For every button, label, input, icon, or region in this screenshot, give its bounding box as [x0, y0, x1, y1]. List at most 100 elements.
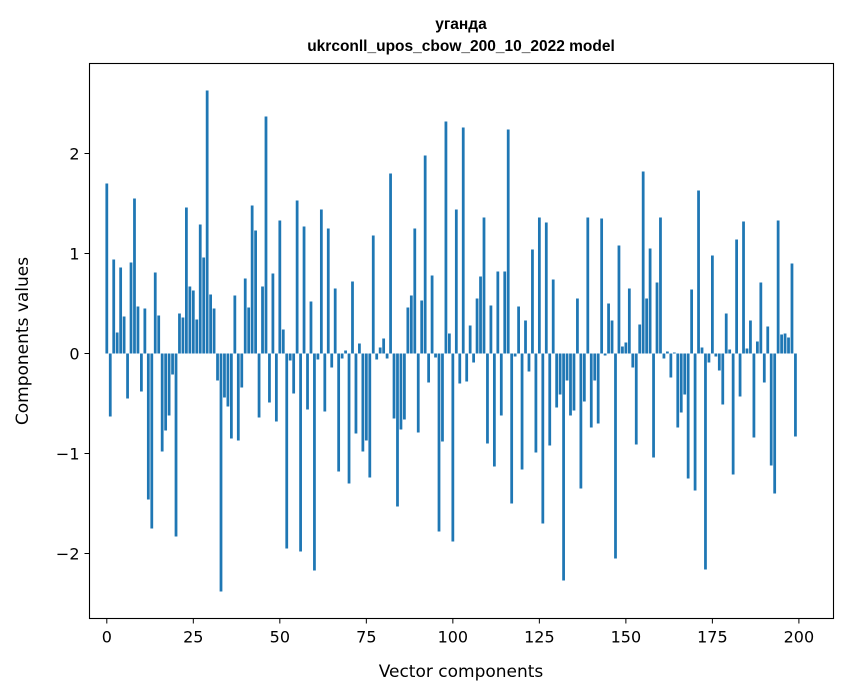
y-axis-ticks: −2 −1 0 1 2	[56, 145, 90, 564]
bar	[458, 353, 462, 384]
bar	[340, 353, 344, 359]
x-tick-label: 50	[270, 628, 290, 647]
bar	[337, 353, 341, 472]
bar	[717, 353, 721, 371]
bar	[309, 301, 313, 354]
bar	[582, 353, 586, 402]
bar	[105, 183, 109, 354]
bar	[766, 326, 770, 354]
bar	[454, 209, 458, 354]
bar	[579, 353, 583, 489]
bar	[250, 205, 254, 354]
bar	[541, 353, 545, 524]
bar	[676, 353, 680, 428]
bar	[596, 353, 600, 424]
bar	[299, 353, 302, 552]
bar	[420, 300, 424, 354]
bar	[181, 317, 185, 354]
bar	[666, 351, 669, 354]
bar	[794, 353, 797, 437]
bar	[243, 278, 247, 354]
bar	[513, 353, 517, 357]
bar	[697, 190, 700, 354]
bar	[621, 346, 624, 354]
bar	[728, 349, 732, 354]
bar	[198, 224, 202, 354]
bar	[662, 353, 666, 359]
bar	[167, 353, 171, 416]
bar	[288, 353, 292, 361]
bar	[205, 90, 209, 354]
bar	[652, 353, 655, 458]
bar	[769, 353, 773, 466]
bar	[655, 282, 659, 354]
bar	[223, 353, 226, 398]
bar	[441, 353, 444, 442]
bar	[489, 305, 493, 354]
y-tick-label: 1	[69, 245, 79, 264]
bar	[140, 353, 143, 392]
bar	[115, 332, 119, 354]
bar	[472, 353, 475, 363]
bar	[627, 288, 631, 354]
bar	[524, 320, 527, 354]
bar	[112, 259, 116, 354]
bar	[268, 353, 271, 403]
bar	[496, 271, 500, 354]
bar	[520, 353, 524, 470]
bar	[323, 353, 327, 412]
bar	[465, 353, 469, 382]
bar-series	[105, 90, 797, 592]
bar	[617, 245, 621, 354]
bar	[326, 228, 330, 354]
bar	[437, 353, 441, 532]
bar	[261, 286, 264, 354]
y-tick-label: 2	[69, 145, 79, 164]
bar	[482, 217, 486, 354]
bar	[672, 352, 676, 354]
bar	[344, 350, 347, 354]
bar	[185, 207, 188, 354]
bar	[358, 343, 361, 354]
bar	[686, 353, 690, 479]
bar	[389, 173, 392, 354]
bar	[603, 353, 607, 356]
bar	[333, 288, 337, 354]
bar	[569, 353, 572, 416]
bar	[330, 353, 334, 368]
bar	[548, 353, 552, 446]
bar	[119, 267, 123, 354]
bar	[416, 353, 420, 433]
bar	[382, 338, 386, 354]
bar	[492, 353, 496, 467]
bar	[354, 353, 358, 434]
bar	[171, 353, 174, 375]
bar	[600, 218, 604, 354]
bar	[122, 316, 126, 354]
bar	[108, 353, 112, 417]
x-tick-label: 125	[524, 628, 555, 647]
bar	[638, 324, 642, 354]
x-tick-label: 25	[183, 628, 203, 647]
bar	[319, 209, 323, 354]
bar	[714, 353, 718, 357]
bar	[413, 228, 417, 354]
bar	[555, 353, 559, 408]
bar	[527, 353, 531, 372]
bar	[544, 222, 548, 354]
bar	[721, 353, 725, 405]
bar	[711, 255, 714, 354]
bar	[306, 353, 309, 410]
bar	[361, 353, 365, 452]
bar	[403, 353, 406, 420]
bar	[427, 353, 431, 383]
bar	[195, 319, 199, 354]
bar	[434, 353, 437, 358]
y-tick-label: −1	[56, 445, 80, 464]
bar	[693, 353, 697, 491]
x-tick-label: 175	[697, 628, 728, 647]
bar	[233, 295, 237, 354]
bar	[562, 353, 565, 581]
bar	[517, 306, 520, 354]
